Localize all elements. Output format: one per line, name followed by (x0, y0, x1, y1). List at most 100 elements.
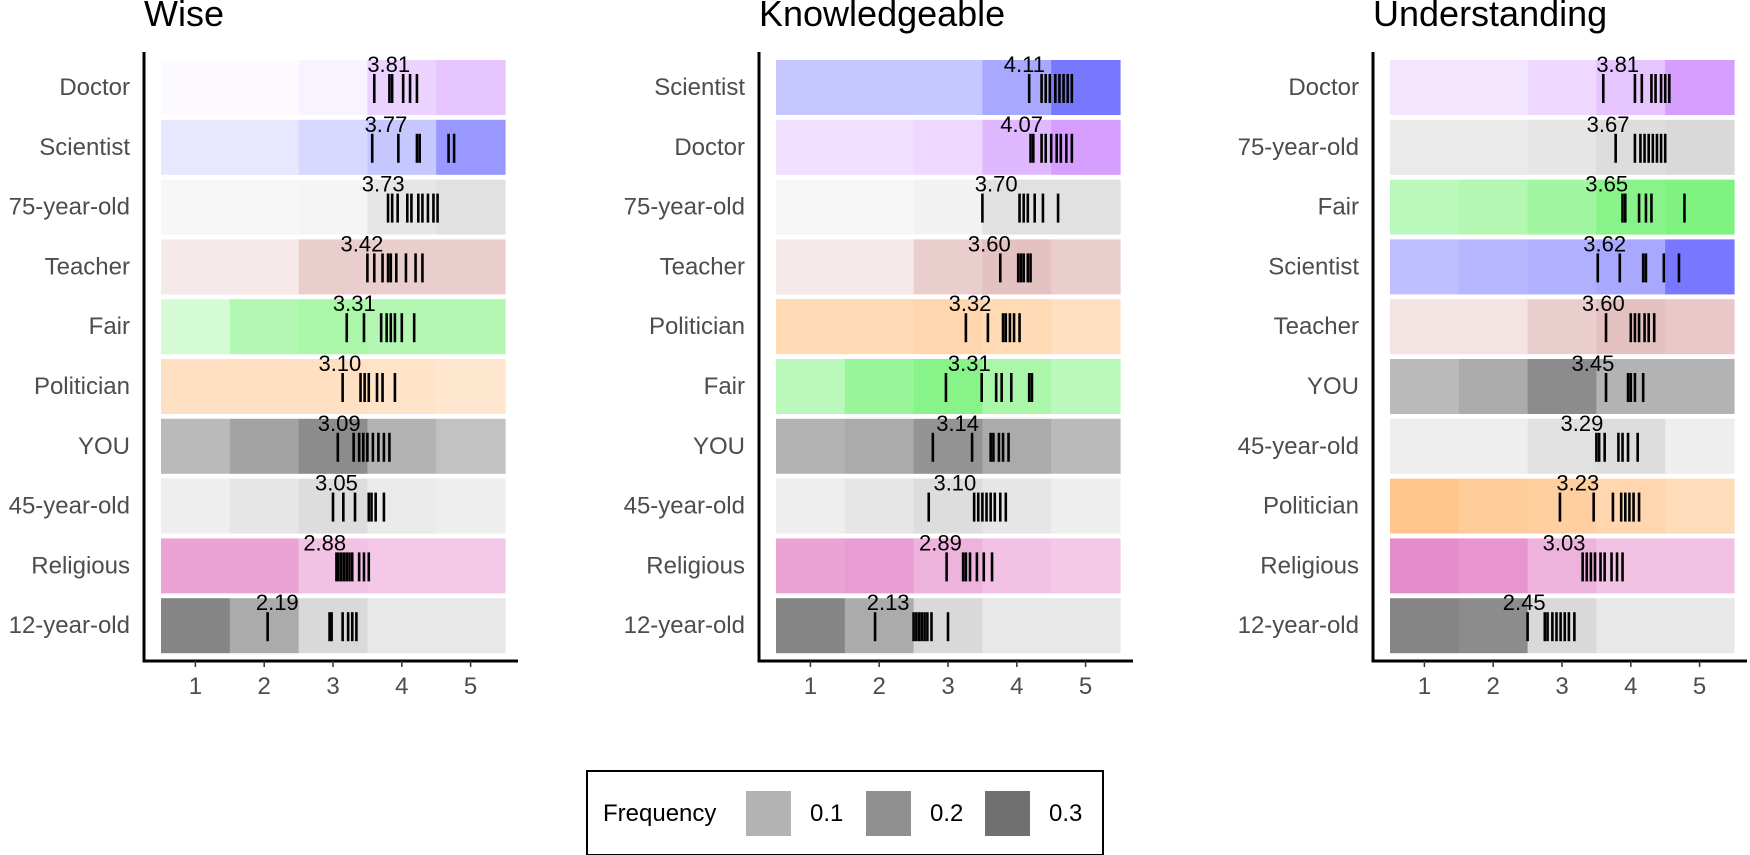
heat-cell (913, 179, 983, 235)
x-tick-label: 5 (1079, 673, 1092, 700)
heat-cell (1051, 299, 1121, 355)
heat-cell (1527, 418, 1597, 474)
heat-cell (229, 538, 300, 594)
heat-cell (1051, 179, 1121, 235)
row-label: 12-year-old (9, 612, 130, 639)
legend-label: 0.3 (1049, 800, 1082, 827)
heat-cell (844, 119, 915, 175)
heat-cell (1458, 359, 1529, 414)
x-tick-label: 1 (804, 673, 817, 700)
heat-cell (161, 179, 231, 235)
heat-cell (1458, 60, 1529, 115)
heat-cell (436, 179, 506, 235)
mean-label: 3.29 (1561, 411, 1604, 436)
row-label: Doctor (59, 74, 130, 101)
row-label: Fair (89, 313, 130, 340)
row-label: Teacher (1274, 313, 1359, 340)
legend-label: 0.1 (810, 800, 843, 827)
heat-cell (1665, 418, 1735, 474)
row-you: 3.45 YOU (1307, 351, 1735, 414)
heat-cell (161, 598, 231, 654)
heat-cell (436, 478, 506, 534)
row-label: 75-year-old (9, 194, 130, 221)
x-tick-label: 2 (873, 673, 886, 700)
heat-cell (1390, 239, 1460, 295)
heat-cell (436, 598, 506, 654)
mean-label: 3.31 (333, 291, 376, 316)
row-you: 3.14 YOU (693, 411, 1121, 474)
heat-cell (982, 119, 1052, 175)
row-teacher: 3.60 Teacher (1274, 291, 1735, 355)
mean-label: 4.11 (1004, 52, 1045, 77)
heat-cell (229, 478, 300, 534)
row-politician: 3.10 Politician (34, 351, 506, 414)
mean-label: 3.09 (318, 411, 361, 436)
heat-cell (844, 239, 915, 295)
mean-label: 3.10 (318, 351, 361, 376)
heat-cell (161, 119, 231, 175)
row-12-year-old: 2.45 12-year-old (1238, 590, 1735, 654)
heat-cell (1458, 119, 1529, 175)
heat-cell (1458, 179, 1529, 235)
heat-cell (229, 119, 300, 175)
heat-cell (844, 60, 915, 115)
heat-cell (1051, 538, 1121, 594)
heat-cell (367, 478, 437, 534)
heat-cell (982, 359, 1052, 414)
row-label: 75-year-old (624, 194, 745, 221)
heat-cell (298, 418, 368, 474)
heat-cell (1458, 598, 1529, 654)
heat-cell (229, 418, 300, 474)
row-75-year-old: 3.73 75-year-old (9, 172, 506, 235)
heat-cell (367, 239, 437, 295)
row-doctor: 3.81 Doctor (59, 52, 506, 115)
row-label: 12-year-old (624, 612, 745, 639)
heat-cell (776, 538, 846, 594)
row-label: Religious (31, 552, 130, 579)
heat-cell (298, 239, 368, 295)
row-label: Politician (649, 313, 745, 340)
legend-swatch (983, 789, 1032, 838)
legend-label: 0.2 (930, 800, 963, 827)
heat-cell (1458, 478, 1529, 534)
mean-label: 3.62 (1583, 231, 1626, 256)
row-75-year-old: 3.70 75-year-old (624, 172, 1121, 235)
heat-cell (982, 179, 1052, 235)
row-label: Politician (1263, 493, 1359, 520)
row-doctor: 3.81 Doctor (1288, 52, 1735, 115)
heat-cell (161, 60, 231, 115)
legend-swatch (744, 789, 793, 838)
row-label: Fair (1318, 194, 1359, 221)
row-label: YOU (1307, 373, 1359, 400)
heat-cell (844, 299, 915, 355)
heat-cell (1527, 598, 1597, 654)
heat-cell (1665, 359, 1735, 414)
x-tick-label: 3 (941, 673, 954, 700)
row-label: Scientist (39, 134, 130, 161)
x-tick-label: 1 (1418, 673, 1431, 700)
row-label: 45-year-old (9, 493, 130, 520)
heat-cell (982, 60, 1052, 115)
heat-cell (1596, 60, 1666, 115)
heat-cell (298, 359, 368, 414)
row-religious: 3.03 Religious (1260, 530, 1735, 594)
row-label: 45-year-old (624, 493, 745, 520)
heat-cell (1390, 418, 1460, 474)
row-45-year-old: 3.10 45-year-old (624, 471, 1121, 534)
heat-cell (776, 60, 846, 115)
mean-label: 3.03 (1543, 530, 1586, 555)
x-tick-label: 2 (258, 673, 271, 700)
mean-label: 3.65 (1585, 172, 1628, 197)
row-label: Politician (34, 373, 130, 400)
heat-cell (1458, 299, 1529, 355)
row-label: 75-year-old (1238, 134, 1359, 161)
mean-label: 2.89 (919, 530, 962, 555)
heat-cell (1390, 119, 1460, 175)
heat-cell (1596, 478, 1666, 534)
heat-cell (913, 359, 983, 414)
heat-cell (844, 538, 915, 594)
heat-cell (161, 359, 231, 414)
heat-cell (161, 418, 231, 474)
heat-cell (1390, 538, 1460, 594)
heat-cell (982, 478, 1052, 534)
